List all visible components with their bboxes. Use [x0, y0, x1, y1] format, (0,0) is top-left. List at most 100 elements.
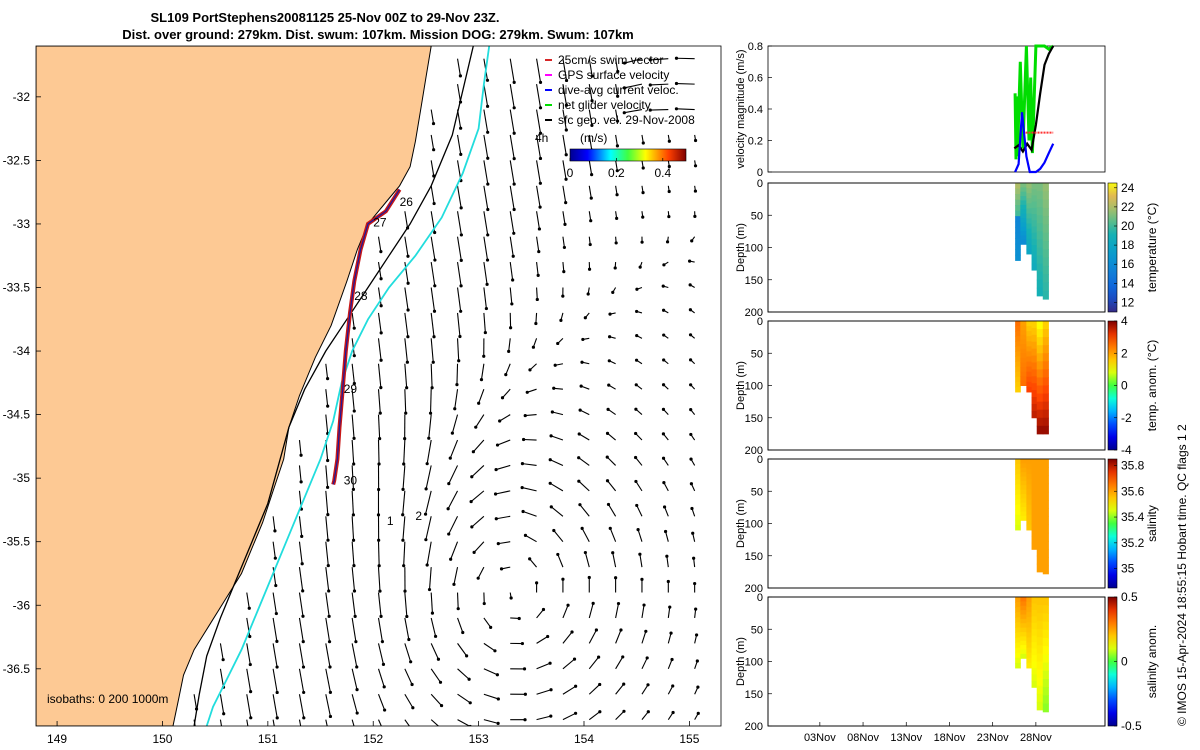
velocity-arrow [325, 719, 328, 726]
velocity-arrow-head [662, 505, 667, 509]
velocity-arrow-head [550, 410, 554, 414]
velocity-arrow [404, 592, 408, 617]
velocity-arrow-head [663, 529, 668, 534]
velocity-arrow-head [640, 577, 644, 581]
velocity-arrow-head [424, 538, 428, 542]
section-cell [1036, 207, 1044, 216]
velocity-arrow-head [448, 456, 452, 460]
section-cell [1026, 351, 1033, 357]
section-axes [767, 458, 1106, 589]
section-cell [1015, 205, 1021, 212]
velocity-arrow-head [590, 123, 594, 127]
velocity-arrow [536, 262, 539, 276]
velocity-arrow [509, 134, 515, 159]
velocity-arrow-head [402, 564, 406, 568]
velocity-arrow-head [556, 552, 560, 557]
velocity-arrow-head [428, 411, 433, 415]
velocity-arrow-head [432, 201, 436, 206]
velocity-arrow [457, 617, 464, 633]
section-cell [1036, 361, 1044, 370]
velocity-arrow [298, 439, 302, 456]
velocity-arrow-head [465, 654, 469, 658]
velocity-arrow-head [535, 581, 539, 585]
section-cell [1031, 597, 1038, 604]
section-cell [1026, 218, 1033, 225]
velocity-arrow-head [471, 450, 475, 454]
section-cell [1026, 474, 1033, 480]
velocity-arrow-head [406, 335, 410, 339]
section-cell [1026, 208, 1033, 214]
velocity-arrow [219, 643, 224, 660]
velocity-arrow-head [634, 431, 638, 436]
section-cell [1015, 356, 1021, 363]
credit-text: © IMOS 15-Apr-2024 18:55:15 Hobart time.… [1175, 424, 1189, 726]
velocity-arrow [246, 668, 252, 692]
section-cell [1020, 200, 1027, 206]
velocity-arrow [325, 363, 329, 379]
section-cell [1031, 680, 1038, 688]
section-cell [1026, 612, 1033, 618]
section-cell [1026, 479, 1033, 485]
velocity-arrow-head [352, 589, 357, 593]
velocity-arrow-head [403, 436, 407, 441]
section-cell [1042, 377, 1049, 386]
velocity-arrow [612, 552, 617, 568]
legend-entry: 25cm/s swim vector [558, 53, 663, 67]
section-axes [767, 182, 1106, 313]
velocity-arrow-head [221, 658, 225, 662]
velocity-arrow-head [496, 697, 500, 701]
velocity-arrow-head [638, 265, 642, 269]
velocity-arrow [351, 389, 355, 412]
velocity-arrow-head [485, 282, 489, 286]
section-cell [1036, 499, 1044, 508]
velocity-arrow [588, 711, 601, 721]
velocity-arrow [498, 541, 511, 545]
velocity-arrow-head [564, 128, 568, 132]
velocity-arrow [641, 604, 645, 619]
section-y-tick-label: 50 [751, 348, 763, 360]
velocity-arrow [522, 511, 537, 517]
section-cell [1020, 640, 1027, 646]
velocity-arrow [404, 668, 413, 685]
velocity-arrow [483, 211, 489, 236]
section-y-tick-label: 200 [745, 445, 763, 457]
section-cell [1015, 479, 1021, 485]
velocity-arrow [351, 719, 355, 726]
velocity-arrow [272, 541, 276, 559]
velocity-arrow-head [275, 639, 279, 643]
velocity-arrow-head [607, 359, 611, 363]
section-cell [1031, 220, 1038, 228]
velocity-arrow-head [406, 281, 410, 285]
velocity-arrow [272, 643, 278, 668]
velocity-arrow-head [641, 215, 645, 219]
section-y-tick-label: 0 [757, 178, 763, 190]
section-y-tick-label: 0 [757, 316, 763, 328]
section-cell [1036, 377, 1044, 386]
section-cell [1036, 425, 1044, 435]
velocity-arrow [456, 185, 462, 208]
velocity-arrow-head [482, 601, 486, 606]
section-cell [1031, 471, 1038, 479]
section-cell [1042, 549, 1049, 558]
velocity-arrow [298, 465, 302, 482]
velocity-arrow-head [274, 583, 278, 588]
velocity-arrow [351, 465, 354, 490]
velocity-arrow-head [275, 716, 279, 720]
velocity-arrow-head [662, 358, 666, 362]
velocity-arrow-head [383, 732, 386, 735]
speed-colorbar-ticks: 0 0.2 0.4 [567, 158, 671, 180]
velocity-arrow-head [622, 86, 626, 90]
section-cell [1015, 351, 1021, 357]
velocity-arrow-head [640, 240, 644, 244]
velocity-arrow-head [549, 714, 553, 718]
colorbar-tick-label: 0 [1121, 655, 1128, 669]
velocity-arrow-head [352, 354, 356, 358]
velocity-arrow [664, 506, 669, 517]
velocity-arrow-head [692, 556, 696, 560]
velocity-arrow [562, 58, 568, 81]
velocity-arrow [272, 592, 277, 614]
section-cell [1036, 337, 1044, 346]
section-cell [1042, 687, 1049, 696]
velocity-arrow-head [430, 386, 434, 390]
velocity-arrow [615, 603, 620, 619]
